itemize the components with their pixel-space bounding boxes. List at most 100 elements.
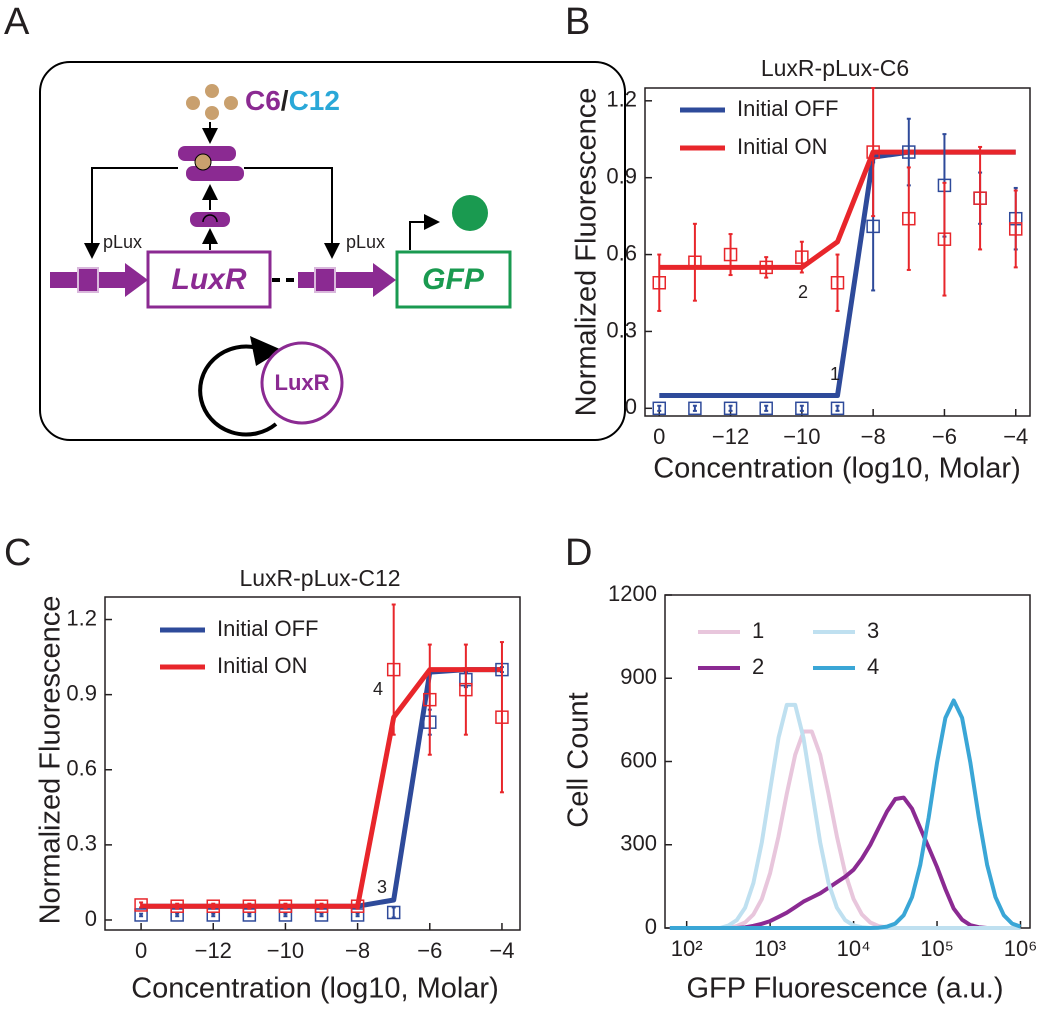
panel-label: A [4, 1, 30, 43]
x-axis-label: GFP Fluorescence (a.u.) [687, 973, 1004, 1005]
data-point [459, 682, 473, 697]
y-tick-label: 0 [625, 394, 637, 419]
error-bar [463, 643, 468, 736]
promoter [373, 263, 396, 297]
y-tick-label: 300 [620, 831, 657, 856]
data-point [830, 401, 845, 416]
data-point [206, 899, 221, 913]
y-tick-label: 0.9 [66, 680, 97, 705]
series-line [141, 667, 502, 909]
operator [77, 267, 99, 293]
data-point [652, 276, 667, 290]
operator [314, 267, 336, 293]
x-tick-label: −10 [783, 424, 820, 449]
annotation: 2 [798, 282, 808, 302]
legend-label: 2 [752, 654, 764, 679]
panel-label: C [4, 532, 31, 574]
bound-inducer [194, 153, 212, 171]
x-tick-label: 10⁶ [1004, 936, 1038, 961]
promoter-label: pLux [346, 232, 385, 252]
gene-label: GFP [422, 263, 485, 296]
y-tick-label: 0 [85, 906, 97, 931]
gfp-protein [452, 195, 488, 231]
data-point [314, 899, 329, 913]
inducer: C12 [289, 85, 340, 116]
x-tick-label: 0 [135, 938, 147, 963]
inducer-dot [205, 84, 219, 98]
error-bar [1013, 189, 1018, 269]
promoter [125, 263, 148, 297]
error-bar [319, 912, 324, 918]
data-point [1008, 222, 1023, 236]
x-tick-label: −12 [195, 938, 232, 963]
error-bar [211, 902, 216, 910]
error-bar [728, 404, 733, 412]
y-tick-label: 0.6 [606, 240, 637, 265]
y-tick-label: 0.3 [66, 831, 97, 856]
error-bar [942, 181, 947, 297]
plot-frame [644, 87, 1031, 417]
error-bar [799, 240, 804, 274]
cell-outline [39, 61, 626, 441]
legend-label: Initial OFF [217, 616, 318, 641]
inducer: C6 [245, 85, 281, 116]
gene-box [146, 250, 272, 309]
data-point [866, 145, 880, 159]
y-tick-label: 1.2 [66, 605, 97, 630]
y-tick-label: 0.9 [606, 164, 637, 189]
error-bar [391, 603, 396, 736]
error-bar [728, 233, 733, 277]
error-bar [211, 912, 216, 918]
cycle-arrowhead [250, 336, 282, 366]
error-bar [657, 404, 662, 412]
error-bar [657, 253, 662, 312]
y-axis-label: Normalized Fluorescence [35, 596, 67, 925]
data-point [759, 401, 773, 416]
data-point [902, 211, 916, 226]
data-point [242, 899, 257, 913]
x-tick-label: −6 [932, 424, 957, 449]
series-line [669, 795, 1021, 930]
error-bar [764, 256, 769, 279]
error-bar [319, 902, 324, 910]
error-bar [139, 901, 144, 909]
data-point [386, 905, 401, 920]
data-point [386, 662, 401, 677]
data-point [795, 401, 809, 416]
legend-label: 4 [867, 654, 879, 679]
plot-frame [104, 596, 521, 931]
error-bar [247, 912, 252, 918]
error-bar [906, 166, 911, 271]
chart-title: LuxR-pLux-C12 [239, 565, 400, 591]
data-point [759, 260, 773, 275]
panel-label: D [565, 532, 592, 574]
y-tick-label: 1200 [608, 581, 657, 606]
promoter-label: pLux [103, 232, 142, 252]
series-line [669, 729, 1021, 930]
annotation: 4 [373, 679, 383, 699]
protein-circle [260, 341, 344, 425]
error-bar [391, 906, 396, 919]
legend-label: Initial ON [737, 134, 827, 159]
series-line [669, 702, 1021, 930]
data-point [170, 899, 184, 913]
data-point [134, 898, 148, 912]
error-bar [692, 222, 697, 302]
x-tick-label: 10⁴ [837, 936, 871, 961]
x-axis-label: Concentration (log10, Molar) [131, 973, 499, 1005]
monomer [190, 212, 230, 227]
data-point [652, 401, 667, 416]
y-axis-label: Cell Count [563, 692, 595, 827]
annotation: 3 [377, 877, 387, 897]
activation-arrow [244, 167, 340, 259]
data-point [688, 255, 702, 269]
data-point [902, 145, 916, 159]
expression-arrow [409, 214, 440, 250]
legend-label: Initial ON [217, 653, 307, 678]
y-tick-label: 1.2 [606, 87, 637, 112]
gene-box [395, 250, 512, 309]
series-line [659, 149, 1016, 270]
data-point [723, 401, 738, 416]
data-point [723, 247, 738, 262]
